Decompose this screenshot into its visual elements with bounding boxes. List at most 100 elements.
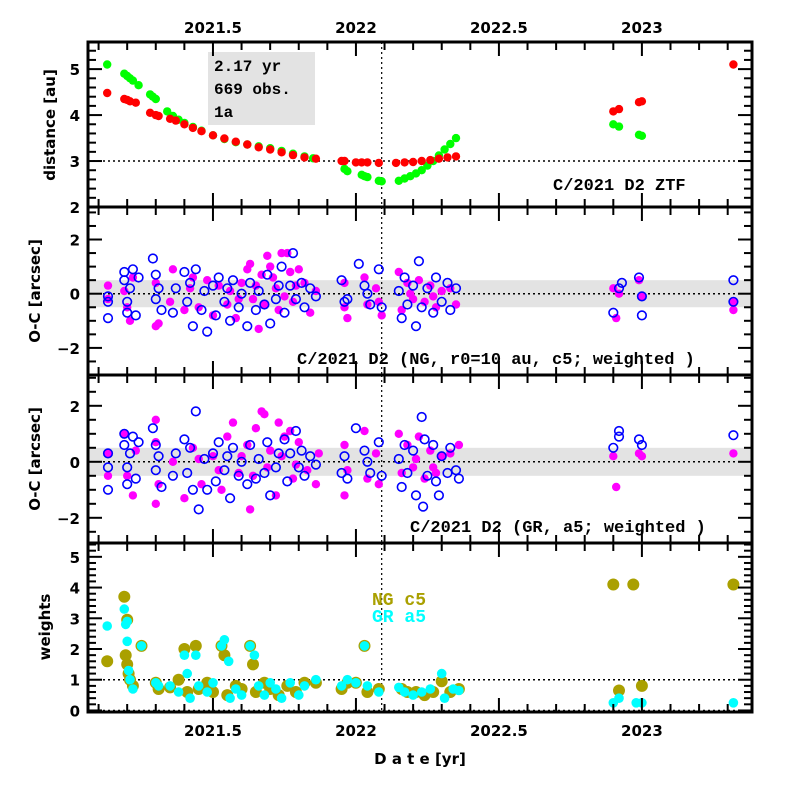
data-point <box>285 448 296 459</box>
data-point <box>437 286 446 296</box>
data-point <box>428 307 439 318</box>
data-point <box>168 457 178 466</box>
data-point <box>180 305 189 315</box>
data-point <box>103 60 112 69</box>
data-point <box>153 283 164 294</box>
data-point <box>222 451 233 462</box>
data-point <box>371 449 381 458</box>
data-point <box>165 297 175 306</box>
data-point <box>151 415 160 424</box>
data-point <box>180 494 189 503</box>
data-point <box>217 485 226 494</box>
data-point <box>374 480 383 489</box>
data-point <box>279 307 290 318</box>
data-point <box>103 294 113 304</box>
data-point <box>123 665 134 676</box>
data-point <box>627 578 640 591</box>
data-point <box>231 684 241 694</box>
y-tick-label: −2 <box>57 340 80 358</box>
data-point <box>300 153 309 162</box>
data-point <box>453 473 465 484</box>
data-point <box>408 690 418 700</box>
data-point <box>171 116 180 125</box>
data-point <box>219 635 230 645</box>
data-point <box>236 690 247 700</box>
x-tick-label-top: 2022.5 <box>470 19 528 37</box>
data-point <box>225 693 235 703</box>
info-box-line: 1a <box>214 104 234 122</box>
data-point <box>119 275 130 286</box>
data-point <box>417 166 426 175</box>
x-tick-label-bottom: 2023 <box>621 722 663 740</box>
y-tick-label: 0 <box>70 454 80 472</box>
data-point <box>399 439 410 451</box>
data-point <box>365 299 376 310</box>
data-point <box>150 269 161 280</box>
data-point <box>134 81 143 90</box>
data-point <box>234 294 243 304</box>
data-point <box>242 321 253 332</box>
data-point <box>102 291 114 302</box>
data-point <box>147 423 158 434</box>
data-point <box>122 636 132 647</box>
data-point <box>418 501 429 512</box>
data-point <box>637 97 647 106</box>
data-point <box>151 499 160 508</box>
data-point <box>236 456 247 467</box>
data-point <box>273 280 284 291</box>
data-point <box>236 288 247 299</box>
data-point <box>124 283 136 294</box>
plot-area <box>88 543 752 712</box>
data-point <box>420 297 429 306</box>
data-point <box>103 471 113 480</box>
data-point <box>122 462 133 473</box>
data-point <box>293 462 304 473</box>
y-tick-label: 5 <box>70 61 80 79</box>
data-point <box>150 439 161 451</box>
data-point <box>376 302 387 313</box>
panel-annotation: C/2021 D2 ZTF <box>553 177 686 196</box>
y-axis-title: distance [au] <box>41 69 59 181</box>
data-point <box>259 299 270 310</box>
data-point <box>245 505 255 514</box>
data-point <box>154 111 163 121</box>
data-point <box>219 465 230 476</box>
data-point <box>400 158 409 167</box>
data-point <box>280 292 289 301</box>
data-point <box>282 476 293 487</box>
data-point <box>127 431 138 442</box>
data-point <box>156 304 167 316</box>
data-point <box>436 451 447 462</box>
data-point <box>233 470 244 481</box>
data-point <box>637 292 647 301</box>
data-point <box>151 278 160 288</box>
data-point <box>102 484 114 495</box>
data-point <box>314 449 323 458</box>
data-point <box>371 284 381 293</box>
data-point <box>119 649 132 662</box>
data-point <box>410 490 422 501</box>
data-point <box>231 137 240 146</box>
data-point <box>128 491 138 500</box>
data-point <box>228 418 238 427</box>
data-point <box>151 438 160 447</box>
data-point <box>223 432 232 441</box>
data-point <box>614 122 624 131</box>
data-point <box>119 428 130 439</box>
data-point <box>259 690 270 700</box>
data-point <box>260 410 269 419</box>
data-point <box>359 641 370 651</box>
data-point <box>433 490 445 501</box>
data-point <box>411 454 421 464</box>
data-point <box>172 673 185 686</box>
data-point <box>351 678 361 688</box>
data-point <box>362 288 373 299</box>
data-point <box>227 275 239 286</box>
data-point <box>219 296 230 307</box>
data-point <box>248 294 258 304</box>
data-point <box>294 265 303 274</box>
data-point <box>128 76 138 85</box>
data-point <box>285 678 296 688</box>
data-point <box>213 272 224 283</box>
